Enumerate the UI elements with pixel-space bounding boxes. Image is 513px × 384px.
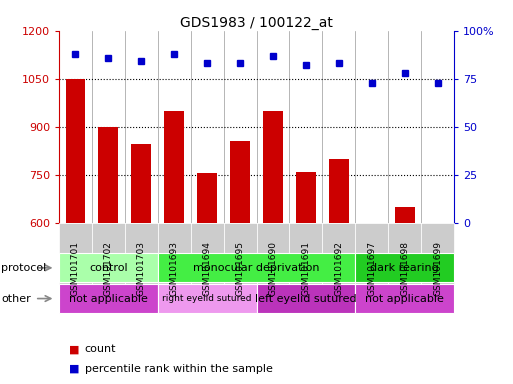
Bar (428, 223, 447, 384)
Text: protocol: protocol (1, 263, 46, 273)
Text: GSM101690: GSM101690 (268, 241, 278, 296)
Bar (66, 79, 85, 384)
Text: not applicable: not applicable (69, 293, 148, 304)
Text: GSM101699: GSM101699 (433, 241, 442, 296)
Text: other: other (1, 293, 31, 304)
Text: GSM101701: GSM101701 (71, 241, 80, 296)
Bar (98, 127, 118, 384)
Bar (296, 172, 315, 384)
Text: ■: ■ (69, 344, 80, 354)
Text: control: control (89, 263, 128, 273)
Text: GSM101695: GSM101695 (235, 241, 245, 296)
Text: not applicable: not applicable (365, 293, 444, 304)
Text: GSM101692: GSM101692 (334, 241, 343, 296)
Bar (197, 173, 217, 384)
Text: left eyelid sutured: left eyelid sutured (255, 293, 357, 304)
Text: GSM101691: GSM101691 (301, 241, 310, 296)
Text: monocular deprivation: monocular deprivation (193, 263, 320, 273)
Bar (164, 111, 184, 384)
Title: GDS1983 / 100122_at: GDS1983 / 100122_at (180, 16, 333, 30)
Text: GSM101698: GSM101698 (400, 241, 409, 296)
Bar (131, 144, 151, 384)
Text: GSM101697: GSM101697 (367, 241, 376, 296)
Text: percentile rank within the sample: percentile rank within the sample (85, 364, 272, 374)
Text: count: count (85, 344, 116, 354)
Text: GSM101693: GSM101693 (170, 241, 179, 296)
Bar (394, 207, 415, 384)
Text: GSM101694: GSM101694 (203, 241, 212, 296)
Text: ■: ■ (69, 364, 80, 374)
Bar (263, 111, 283, 384)
Text: GSM101702: GSM101702 (104, 241, 113, 296)
Bar (362, 223, 382, 384)
Text: right eyelid sutured: right eyelid sutured (163, 294, 252, 303)
Text: GSM101703: GSM101703 (137, 241, 146, 296)
Bar (230, 141, 250, 384)
Text: dark rearing: dark rearing (370, 263, 439, 273)
Bar (329, 159, 349, 384)
